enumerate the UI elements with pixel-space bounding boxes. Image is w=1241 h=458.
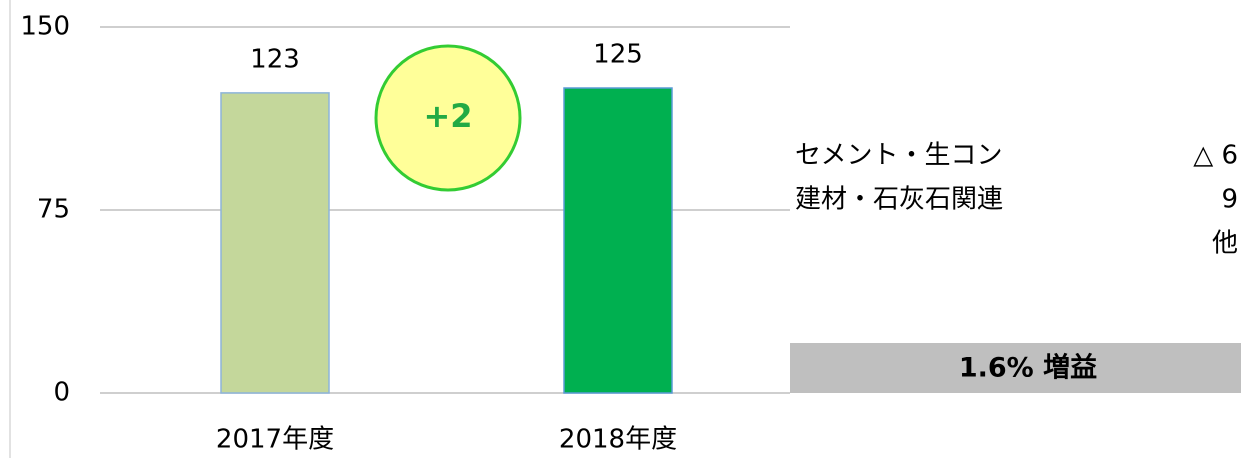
difference-text: +2	[423, 97, 472, 135]
y-tick-label: 75	[37, 195, 70, 225]
breakdown-value: 9	[1221, 185, 1238, 215]
breakdown-value: △ 6	[1193, 141, 1238, 171]
y-tick-label: 150	[20, 12, 70, 42]
x-tick-label: 2018年度	[559, 425, 677, 455]
value-label: 123	[250, 44, 300, 74]
summary-text: 1.6% 増益	[959, 352, 1097, 384]
difference-badge	[374, 44, 522, 192]
summary-box	[790, 343, 1241, 393]
breakdown-label: 建材・石灰石関連	[795, 185, 1003, 215]
breakdown-value: 他	[1212, 229, 1238, 259]
x-tick-label: 2017年度	[216, 425, 334, 455]
bar	[220, 92, 330, 394]
y-tick-label: 0	[53, 378, 70, 408]
bar	[563, 87, 673, 394]
value-label: 125	[593, 40, 643, 70]
breakdown-label: セメント・生コン	[795, 141, 1002, 171]
